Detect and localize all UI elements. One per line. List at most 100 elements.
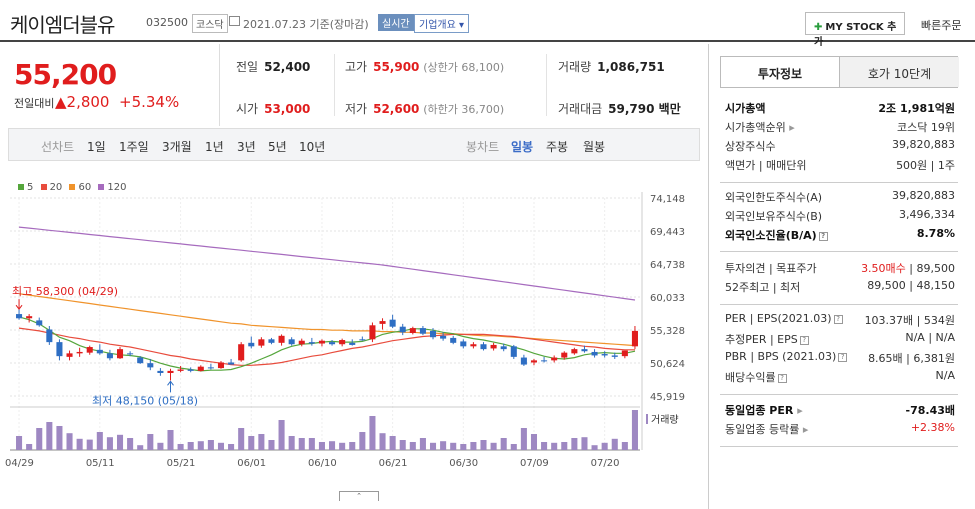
legend-ma20: 20	[49, 182, 63, 193]
company-info-dropdown[interactable]: 기업개요 ▾	[414, 14, 470, 33]
volume-bar	[621, 442, 628, 450]
candle-weekly[interactable]: 주봉	[546, 140, 569, 154]
candle-body	[16, 314, 23, 319]
candle-body	[207, 367, 214, 369]
legend-ma120: 120	[107, 182, 127, 193]
candle-body	[450, 337, 457, 343]
candle-body	[601, 354, 608, 356]
arrow-right-icon: ▸	[789, 121, 795, 134]
period-5y[interactable]: 5년	[268, 140, 287, 154]
candle-body	[157, 370, 164, 373]
volume-bar	[530, 434, 538, 450]
period-3m[interactable]: 3개월	[162, 140, 192, 154]
help-icon[interactable]: ?	[838, 352, 848, 362]
period-1y[interactable]: 1년	[205, 140, 224, 154]
period-1w[interactable]: 1주일	[119, 140, 149, 154]
info-value: 103.37배 | 534원	[864, 314, 955, 327]
info-row: 액면가 | 매매단위 500원 | 1주	[725, 157, 955, 175]
candle-body	[561, 352, 568, 358]
candle-body	[298, 340, 305, 345]
stat-label: 저가	[345, 102, 368, 116]
period-1d[interactable]: 1일	[87, 140, 106, 154]
stat-label: 고가	[345, 60, 368, 74]
info-key: 동일업종 PER ▸	[725, 402, 803, 418]
ma120-line	[18, 226, 636, 301]
candle-body	[46, 329, 53, 343]
info-row: 동일업종 PER ▸ -78.43배	[725, 402, 955, 420]
help-icon[interactable]: ?	[818, 231, 828, 241]
prev-day-label: 전일대비	[14, 97, 55, 110]
volume-bar	[551, 442, 558, 450]
volume-bar	[187, 442, 194, 450]
candle-monthly[interactable]: 월봉	[583, 140, 606, 154]
stat-sub: (상한가 68,100)	[423, 61, 505, 74]
candle-body	[329, 342, 336, 345]
x-tick-label: 05/11	[86, 458, 115, 469]
volume-bar	[581, 437, 588, 450]
info-row: 시가총액순위 ▸ 코스닥 19위	[725, 119, 955, 137]
legend-swatch	[40, 184, 47, 190]
chart-expand-button[interactable]: ⌃	[339, 491, 379, 501]
help-icon[interactable]: ?	[777, 373, 787, 383]
chevron-down-icon: ▾	[459, 20, 465, 31]
info-key: 배당수익률?	[725, 369, 787, 385]
candle-body	[268, 339, 275, 343]
volume-bar	[76, 438, 83, 450]
info-key: 액면가 | 매매단위	[725, 159, 807, 172]
info-value: 코스닥 19위	[897, 121, 955, 134]
candle-body	[460, 341, 467, 347]
info-key: 상장주식수	[725, 140, 776, 153]
volume-bar	[399, 440, 406, 450]
volume-bar	[238, 428, 245, 450]
help-icon[interactable]: ?	[799, 335, 809, 345]
info-row: 상장주식수 39,820,883	[725, 138, 955, 156]
info-key-text: 시가총액순위	[725, 121, 786, 134]
legend-ma60: 60	[78, 182, 92, 193]
stat-amount: 거래대금 59,790 백만	[558, 100, 681, 117]
volume-bar	[268, 440, 275, 450]
candle-body	[106, 353, 113, 359]
x-tick-label: 07/09	[520, 458, 549, 469]
candle-body	[238, 344, 245, 361]
period-10y[interactable]: 10년	[299, 140, 326, 154]
quick-order-link[interactable]: 빠른주문	[921, 19, 962, 32]
tab-orderbook[interactable]: 호가 10단계	[840, 57, 959, 87]
divider	[546, 54, 547, 116]
candle-daily[interactable]: 일봉	[511, 140, 534, 154]
info-row: PER | EPS(2021.03)? 103.37배 | 534원	[725, 312, 955, 330]
volume-bar	[631, 410, 638, 450]
candle-body	[409, 328, 416, 334]
help-icon[interactable]: ?	[833, 314, 843, 324]
info-key: PBR | BPS (2021.03)?	[725, 350, 848, 363]
candle-body	[288, 339, 295, 345]
info-value: 39,820,883	[892, 189, 955, 202]
volume-bar	[369, 416, 376, 450]
period-3y[interactable]: 3년	[237, 140, 256, 154]
candle-body	[500, 346, 507, 350]
volume-bar	[510, 444, 517, 450]
stat-low: 저가 52,600 (하한가 36,700)	[345, 100, 504, 117]
tab-investment-info[interactable]: 투자정보	[721, 57, 840, 87]
divider	[720, 182, 958, 183]
volume-bar	[288, 436, 295, 450]
x-tick-label: 07/20	[591, 458, 620, 469]
stat-prev-close: 전일 52,400	[236, 58, 310, 75]
info-key: 동일업종 등락률 ▸	[725, 421, 808, 437]
stock-code: 032500	[146, 16, 188, 29]
line-chart-label: 선차트	[41, 140, 75, 154]
volume-bar	[116, 434, 124, 450]
legend-ma5: 5	[27, 182, 34, 193]
candle-body	[399, 326, 406, 333]
candle-body	[187, 369, 194, 371]
stat-value: 53,000	[264, 102, 311, 116]
y-tick-label: 45,919	[650, 392, 685, 403]
divider	[720, 394, 958, 395]
mystock-add-button[interactable]: ✚ MY STOCK 추가	[805, 12, 905, 48]
info-key-text: 동일업종 PER	[725, 404, 794, 417]
stat-value: 59,790 백만	[608, 102, 681, 116]
stat-label: 시가	[236, 102, 259, 116]
realtime-button[interactable]: 실시간	[378, 14, 414, 31]
info-key: 52주최고 | 최저	[725, 281, 801, 294]
info-value: 3.50매수 | 89,500	[861, 262, 955, 275]
candle-body	[228, 362, 235, 365]
